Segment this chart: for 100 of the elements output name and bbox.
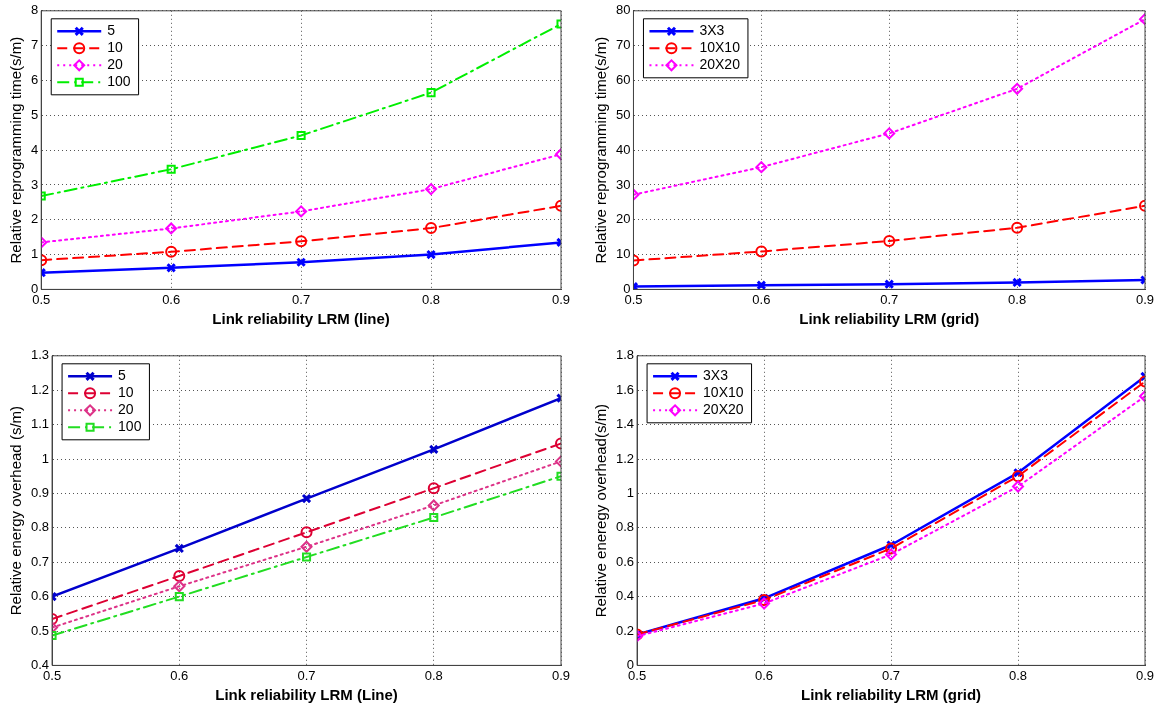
y-tick-label: 4 (31, 141, 39, 157)
y-tick-label: 5 (31, 106, 39, 122)
x-tick-label: 0.9 (1135, 667, 1155, 683)
y-tick-label: 7 (31, 37, 39, 53)
point (755, 245, 768, 258)
y-tick-label: 10 (615, 246, 631, 262)
y-tick-label: 1.8 (615, 347, 635, 363)
y-tick-label: 3 (31, 176, 39, 192)
y-tick-label: 8 (31, 2, 39, 18)
point (427, 499, 440, 512)
y-tick-label: 1.4 (615, 416, 635, 432)
y-tick-label: 30 (615, 176, 631, 192)
legend-label: 100 (118, 418, 142, 435)
legend-label: 10X10 (703, 384, 744, 401)
x-tick-label: 0.8 (1008, 291, 1027, 307)
point (301, 493, 312, 504)
y-tick-label: 0.9 (30, 484, 50, 500)
point (883, 234, 896, 247)
point (425, 222, 438, 235)
y-tick-label: 0.4 (615, 588, 635, 604)
y-tick-label: 0.7 (30, 553, 50, 569)
y-tick-label: 1.1 (30, 416, 50, 432)
legend-label: 20 (118, 401, 134, 418)
legend-label: 3X3 (699, 22, 725, 39)
legend-label: 3X3 (703, 367, 729, 384)
y-tick-label: 80 (615, 2, 631, 18)
point (1012, 470, 1025, 483)
point (166, 164, 176, 174)
legend-label: 20X20 (703, 401, 744, 418)
point (425, 183, 438, 196)
y-tick-label: 0 (626, 656, 635, 672)
point (174, 543, 185, 554)
point (883, 127, 896, 140)
point (426, 88, 436, 98)
legend-label: 5 (118, 367, 127, 384)
point (1012, 277, 1023, 288)
x-axis-title: Link reliability LRM (grid) (801, 686, 982, 704)
y-tick-label: 50 (615, 106, 631, 122)
x-tick-label: 0.9 (1135, 291, 1155, 307)
y-tick-label: 40 (615, 141, 631, 157)
x-tick-label: 0.6 (755, 667, 774, 683)
y-axis-title: Relative reprogramming time(s/m) (7, 36, 25, 264)
legend-label: 10 (107, 39, 124, 56)
y-tick-label: 1 (626, 484, 635, 500)
point (173, 580, 186, 593)
legend-label: 20 (107, 56, 124, 73)
y-tick-label: 1.2 (615, 450, 635, 466)
y-tick-label: 6 (31, 72, 39, 88)
x-tick-label: 0.6 (752, 291, 771, 307)
y-tick-label: 0.2 (615, 622, 635, 638)
x-tick-label: 0.8 (1008, 667, 1028, 683)
point (755, 161, 768, 174)
x-tick-label: 0.8 (424, 667, 443, 683)
y-axis-title: Relative reprogramming time(s/m) (592, 36, 610, 264)
point (427, 482, 440, 495)
point (300, 526, 313, 539)
point (165, 222, 178, 235)
x-tick-label: 0.7 (880, 291, 899, 307)
y-tick-label: 70 (615, 37, 631, 53)
y-axis-title: Relative eneregy overhead(s/m) (592, 403, 610, 618)
x-tick-label: 0.6 (162, 291, 181, 307)
x-tick-label: 0.9 (551, 291, 571, 307)
point (295, 205, 308, 218)
x-axis-title: Link reliability LRM (line) (212, 310, 390, 328)
y-tick-label: 1 (41, 450, 50, 466)
legend-label: 10 (118, 384, 134, 401)
x-axis-title: Link reliability LRM (Line) (215, 686, 398, 704)
y-tick-label: 0.8 (30, 519, 50, 535)
y-tick-label: 0.5 (30, 622, 50, 638)
y-tick-label: 1.6 (615, 381, 635, 397)
x-tick-label: 0.8 (422, 291, 441, 307)
x-axis-title: Link reliability LRM (grid) (799, 310, 980, 328)
y-tick-label: 0.4 (30, 656, 50, 672)
y-tick-label: 1.2 (30, 381, 50, 397)
x-tick-label: 0.7 (292, 291, 311, 307)
legend-label: 10X10 (699, 39, 741, 56)
y-tick-label: 60 (615, 72, 631, 88)
point (428, 444, 439, 455)
x-tick-label: 0.6 (170, 667, 189, 683)
point (296, 257, 307, 268)
point (174, 592, 184, 602)
point (1011, 221, 1024, 234)
y-tick-label: 0 (623, 280, 631, 296)
point (166, 262, 177, 273)
y-axis-title: Relative energy overhead (s/m) (7, 405, 25, 616)
point (885, 542, 898, 555)
point (165, 245, 178, 258)
y-tick-label: 0.6 (30, 588, 50, 604)
point (300, 540, 313, 553)
point (1011, 82, 1024, 95)
point (1012, 480, 1025, 493)
y-tick-label: 20 (615, 211, 631, 227)
x-tick-label: 0.7 (882, 667, 901, 683)
point (296, 130, 306, 141)
point (756, 280, 767, 290)
legend-label: 5 (107, 22, 116, 39)
y-tick-label: 1.3 (30, 347, 50, 363)
point (884, 279, 895, 290)
y-tick-label: 2 (31, 211, 39, 227)
x-tick-label: 0.7 (297, 667, 316, 683)
